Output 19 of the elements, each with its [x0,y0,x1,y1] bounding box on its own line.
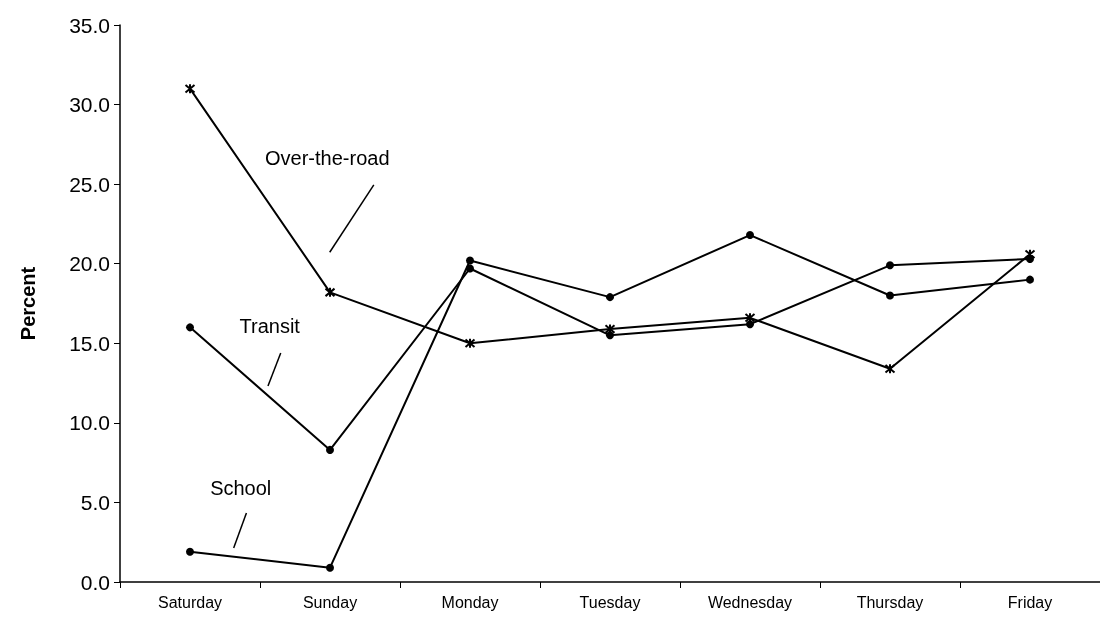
y-axis-title: Percent [17,266,39,341]
x-tick-label: Friday [1007,593,1053,611]
y-tick-label: 25.0 [69,172,110,196]
y-tick-label: 5.0 [80,490,110,514]
x-tick-label: Thursday [856,593,924,611]
text: School [210,476,272,500]
y-tick-label: 35.0 [69,13,110,37]
x-tick-label: Monday [441,593,499,611]
y-tick-label: 15.0 [69,331,110,355]
series-label: Over-the-road [265,146,390,170]
x-tick-label: Wednesday [707,593,793,611]
y-tick-label: 0.0 [80,570,110,594]
x-tick-label: Tuesday [579,593,641,611]
y-tick-label: 30.0 [69,93,110,117]
y-tick-label: 10.0 [69,411,110,435]
series-label: Transit [239,314,300,338]
y-tick-label: 20.0 [69,252,110,276]
x-tick-label: Saturday [157,593,223,611]
x-tick-label: Sunday [302,593,358,611]
